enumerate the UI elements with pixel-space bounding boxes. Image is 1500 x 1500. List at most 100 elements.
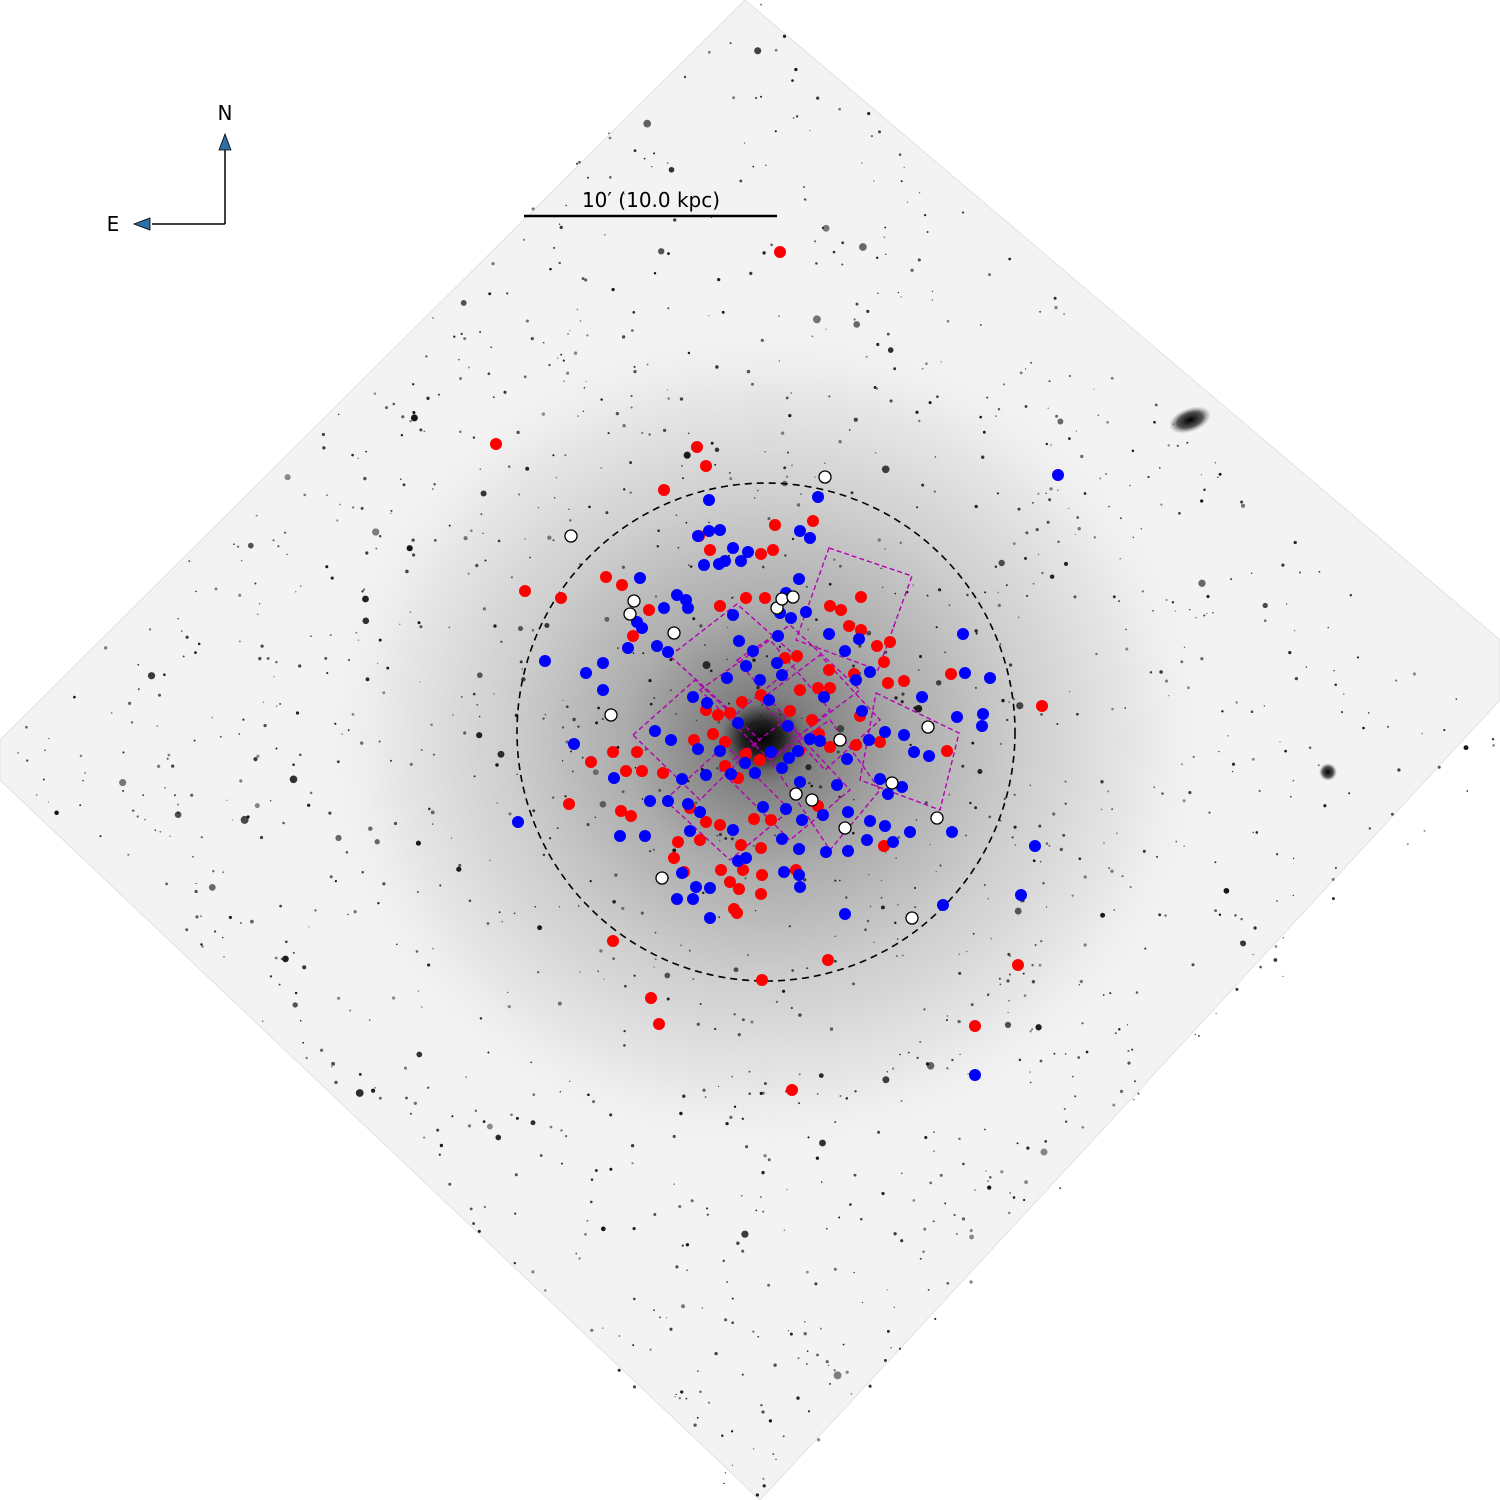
field-star (1168, 695, 1170, 697)
field-star (1049, 487, 1053, 491)
field-star (351, 453, 354, 457)
field-star (1042, 881, 1045, 885)
field-star (587, 1093, 590, 1097)
red-marker (786, 1084, 798, 1096)
field-star (479, 468, 482, 471)
field-star (1387, 725, 1390, 728)
field-star (784, 554, 787, 557)
field-star (608, 132, 610, 135)
scale-bar-label: 10′ (10.0 kpc) (582, 188, 720, 212)
field-star (1206, 612, 1208, 615)
blue-marker (959, 667, 971, 679)
field-star (667, 307, 670, 310)
field-star (1349, 594, 1352, 597)
red-marker (607, 746, 619, 758)
field-star (801, 717, 803, 720)
red-marker (519, 585, 531, 597)
field-star (608, 136, 612, 140)
field-star (752, 165, 755, 168)
blue-marker (976, 720, 988, 732)
field-star (667, 252, 670, 256)
red-marker (855, 591, 867, 603)
field-star (778, 360, 781, 362)
field-star (990, 937, 993, 940)
field-star (829, 1027, 834, 1031)
field-star (420, 748, 423, 751)
field-star (850, 1393, 853, 1395)
field-star (1397, 768, 1401, 772)
field-star (745, 1145, 749, 1149)
field-star (361, 590, 364, 593)
field-star (1406, 843, 1409, 846)
field-star (1466, 790, 1469, 792)
field-star (623, 193, 625, 195)
blue-marker (733, 635, 745, 647)
field-star (987, 898, 989, 900)
field-star (838, 440, 842, 444)
field-star (525, 466, 530, 471)
field-star (479, 1017, 483, 1020)
field-star (900, 180, 903, 183)
field-star (295, 591, 297, 593)
field-star (741, 1230, 749, 1238)
field-star (806, 1270, 809, 1274)
field-star (263, 723, 267, 728)
field-star (757, 489, 759, 492)
field-star (965, 950, 968, 953)
field-star (1116, 832, 1118, 835)
red-marker (791, 650, 803, 662)
footprint-box-2 (859, 691, 960, 811)
field-star (901, 692, 905, 696)
field-star (467, 366, 470, 369)
field-star (578, 1257, 581, 1260)
field-star (171, 764, 175, 768)
blue-marker (977, 708, 989, 720)
field-star (1011, 836, 1014, 839)
blue-marker (512, 816, 524, 828)
field-star (666, 162, 669, 164)
field-star (1186, 686, 1190, 690)
field-star (582, 410, 585, 412)
field-star (561, 1162, 563, 1165)
background-galaxy-2 (1319, 763, 1337, 781)
field-star (228, 915, 232, 919)
field-star (328, 811, 332, 815)
field-star (1292, 779, 1295, 782)
field-star (622, 424, 626, 428)
field-star (482, 532, 484, 535)
field-star (1019, 371, 1023, 375)
field-star (814, 1282, 818, 1286)
field-star (632, 652, 635, 654)
white-marker (921, 720, 935, 734)
field-star (699, 1390, 702, 1393)
field-star (334, 722, 337, 725)
field-star (339, 503, 341, 506)
field-star (496, 802, 498, 804)
field-star (200, 943, 203, 946)
field-star (1203, 488, 1206, 492)
field-star (644, 748, 647, 751)
field-star (409, 611, 412, 614)
field-star (803, 1332, 807, 1336)
field-star (717, 721, 721, 724)
field-star (649, 1348, 652, 1351)
field-star (173, 794, 176, 797)
field-star (743, 142, 746, 144)
field-star (791, 537, 795, 541)
field-star (208, 883, 216, 891)
field-star (532, 1093, 536, 1096)
field-star (975, 632, 978, 635)
field-star (412, 553, 416, 557)
field-star (848, 429, 851, 431)
field-star (1156, 855, 1159, 858)
field-star (577, 905, 580, 907)
field-star (279, 904, 282, 908)
field-star (623, 488, 626, 491)
field-star (581, 277, 585, 281)
field-star (467, 1124, 472, 1128)
blue-marker (636, 622, 648, 634)
field-star (736, 1241, 740, 1245)
blue-marker (651, 640, 663, 652)
field-star (1105, 473, 1107, 475)
field-star (1305, 666, 1308, 668)
